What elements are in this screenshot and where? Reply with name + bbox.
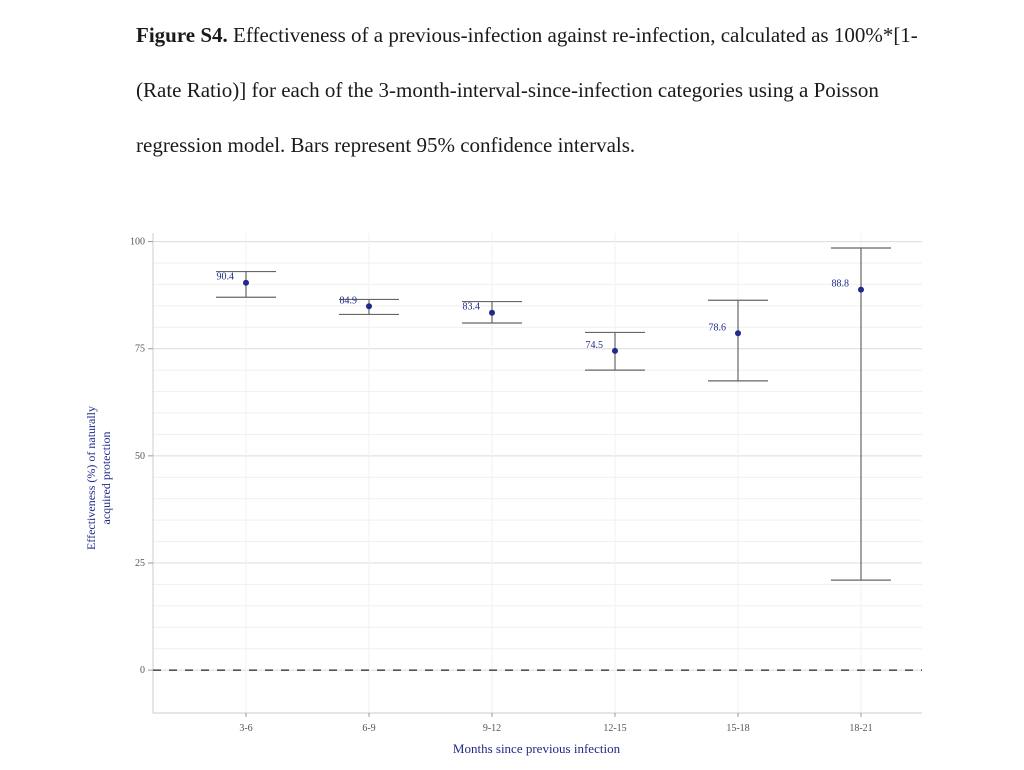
x-axis-label: Months since previous infection	[453, 741, 621, 756]
y-axis-label-line2: acquired protection	[99, 432, 113, 525]
x-tick-label: 15-18	[726, 723, 749, 734]
x-tick-label: 3-6	[239, 723, 252, 734]
data-label: 78.6	[709, 322, 727, 333]
data-label: 83.4	[463, 302, 481, 313]
y-tick-label: 25	[135, 558, 145, 569]
data-label: 84.9	[340, 295, 358, 306]
data-point	[366, 303, 372, 310]
x-tick-label: 6-9	[362, 723, 375, 734]
grid-lines	[153, 233, 922, 713]
x-tick-label: 9-12	[483, 723, 501, 734]
data-label: 90.4	[217, 272, 235, 283]
data-point	[735, 330, 741, 337]
data-label: 88.8	[832, 279, 850, 290]
y-axis-label-line1: Effectiveness (%) of naturally	[84, 406, 98, 550]
y-tick-label: 0	[140, 665, 145, 676]
x-tick-label: 12-15	[603, 723, 626, 734]
data-point	[489, 309, 495, 316]
figure-caption: Figure S4. Effectiveness of a previous-i…	[136, 8, 936, 173]
data-point	[612, 347, 618, 354]
y-tick-label: 75	[135, 344, 145, 355]
x-tick-label: 18-21	[849, 723, 872, 734]
chart-marks: 90.4 84.9 83.4 74.5 78.6 88.8	[153, 247, 922, 671]
figure-caption-text: Effectiveness of a previous-infection ag…	[136, 23, 918, 157]
data-point	[858, 286, 864, 293]
y-tick-label: 50	[135, 451, 145, 462]
axes: 0 25 50 75 100 3-6 6-9 9-12 12-15 15-18 18-21	[130, 233, 922, 734]
y-tick-label: 100	[130, 237, 145, 248]
data-point	[243, 279, 249, 286]
figure-label: Figure S4.	[136, 23, 228, 47]
data-label: 74.5	[586, 340, 604, 351]
